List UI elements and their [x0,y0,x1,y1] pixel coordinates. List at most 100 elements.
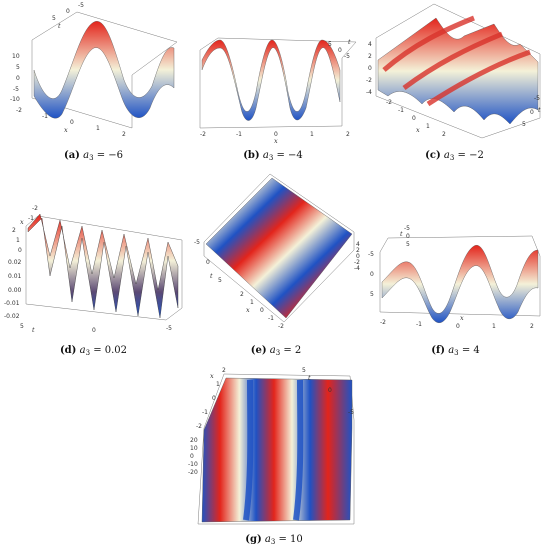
caption-subscript: 3 [268,154,274,162]
tick-label: -5 [534,95,540,102]
tick-label: 0 [70,119,74,126]
x-axis-name: x [64,126,68,134]
tick-label: -5 [368,251,374,258]
tick-label: -2 [16,107,22,114]
t-ticks: 5 0 -5 [522,95,540,128]
caption-label: (c) [425,150,441,161]
plot-box-outline [199,37,357,129]
tick-label: 4 [356,241,360,248]
caption-label: (g) [245,534,262,545]
tick-label: 0.02 [8,259,22,266]
tick-label: 10 [12,53,20,60]
x-axis-name: x [20,218,24,226]
x-ticks: 2 1 0 -1 -2 [240,291,284,330]
t-axis-name: t [348,38,351,46]
figure-panel-b: -2 -1 0 1 2 5 0 -5 t x (b) a3 = −4 [188,0,358,170]
vertical-ticks: 4 2 0 -2 -4 [354,241,360,272]
x-axis-name: x [210,372,214,380]
panel-caption: (a) a3 = −6 [2,150,185,162]
caption-subscript: 3 [89,154,94,162]
tick-label: -1 [398,107,404,114]
caption-value: = 10 [275,534,303,545]
caption-value: = 0.02 [90,345,128,356]
tick-label: 0 [406,233,410,240]
tick-label: 0 [274,131,278,138]
t-ticks: 5 0 -5 [404,225,410,248]
caption-value: = −4 [273,150,303,161]
tick-label: -5 [166,325,172,332]
tick-label: -1 [236,131,242,138]
t-axis-name: t [58,22,61,30]
caption-symbol: a [264,534,271,545]
tick-label: 5 [20,323,24,330]
tick-label: -10 [188,461,198,468]
tick-label: 2 [346,131,350,138]
tick-label: -2 [200,131,206,138]
tick-label: 2 [356,247,360,254]
figure-panel-d: 0.02 0.01 0.00 -0.01 -0.02 5 0 -5 2 1 0 … [2,180,185,360]
tick-label: -1 [416,321,422,328]
tick-label: -0.01 [4,300,20,307]
t-axis-name: t [32,326,35,334]
vertical-ticks: 4 2 0 -2 -4 [366,41,372,96]
tick-label: 5 [328,41,332,48]
tick-label: -2 [386,99,392,106]
caption-label: (a) [63,150,80,161]
vertical-ticks: 10 5 0 -5 -10 [10,53,20,103]
plot-box-outline [25,215,183,321]
tick-label: 1 [16,237,20,244]
tick-label: 2 [222,367,226,374]
panel-caption: (e) a3 = 2 [188,345,364,357]
tick-label: -1 [202,409,208,416]
tick-label: -2 [366,77,372,84]
plot-box-outline [379,235,541,317]
tick-label: 0 [356,253,360,260]
caption-symbol: a [443,150,450,161]
wave-crest [243,379,304,521]
panel-caption: (b) a3 = −4 [188,150,358,162]
caption-symbol: a [79,345,86,356]
caption-subscript: 3 [449,154,455,162]
caption-symbol: a [262,150,269,161]
x-ticks: -2 -1 0 1 2 [380,319,534,330]
tick-label: 1 [426,123,430,130]
caption-subscript: 3 [275,349,281,357]
tick-label: 5 [52,15,56,22]
figure-panel-g: 2 1 0 -1 -2 5 0 -5 20 10 0 -10 -20 x t (… [188,364,360,550]
t-axis-name: t [538,106,541,114]
surface-plot-a: 10 5 0 -5 -10 -2 -1 0 1 2 5 0 -5 t x [10,2,178,138]
x-axis-name: x [246,306,250,314]
wave-surface [201,377,353,523]
wave-surface [205,177,353,319]
caption-value: = −2 [454,150,484,161]
tick-label: 0 [260,307,264,314]
x-axis-name: x [460,314,464,322]
tick-label: 0 [370,271,374,278]
caption-subscript: 3 [85,349,91,357]
x-ticks: 2 1 0 -1 -2 [196,367,226,430]
tick-label: 2 [442,131,446,138]
tick-label: -5 [13,86,19,93]
wave-surface [381,245,539,323]
tick-label: 0 [212,395,216,402]
caption-symbol: a [448,345,455,356]
t-ticks: 5 0 -5 [328,41,350,60]
tick-label: 0.00 [8,287,22,294]
figure-panel-e: -5 0 5 2 1 0 -1 -2 4 2 0 -2 -4 t x (e) a… [188,172,364,360]
wave-crest [382,15,531,107]
tick-label: 5 [218,277,222,284]
surface-plot-e: -5 0 5 2 1 0 -1 -2 4 2 0 -2 -4 t x [194,173,360,330]
t-axis-name: t [308,374,311,382]
t-ticks: 5 0 -5 [20,323,172,334]
tick-label: 0 [412,115,416,122]
plot-box-outline [375,3,541,139]
tick-label: -2 [380,319,386,326]
tick-label: 1 [216,381,220,388]
caption-label: (e) [250,345,267,356]
tick-label: 0 [368,65,372,72]
caption-label: (b) [243,150,260,161]
tick-label: -2 [354,259,360,266]
t-ticks: -5 0 5 [194,239,222,284]
caption-subscript: 3 [270,538,276,546]
tick-label: 0 [338,47,342,54]
